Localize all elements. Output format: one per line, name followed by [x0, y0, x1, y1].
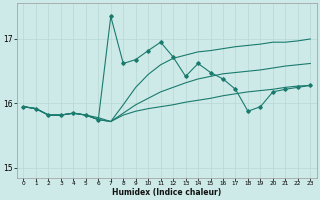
X-axis label: Humidex (Indice chaleur): Humidex (Indice chaleur) — [112, 188, 221, 197]
